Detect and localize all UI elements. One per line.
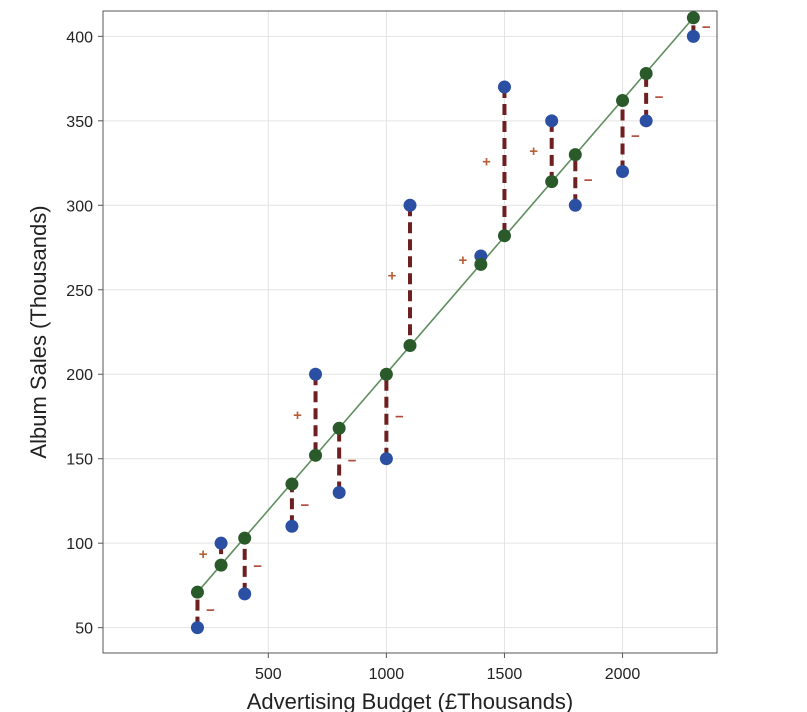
residual-sign-labels: − + − − + − − + + + + − − − − [199, 19, 711, 619]
observed-point [616, 165, 630, 178]
y-tick-label: 400 [66, 29, 93, 46]
y-tick-label: 350 [66, 114, 93, 131]
x-tick-label: 2000 [605, 666, 641, 683]
residual-sign: + [458, 252, 467, 269]
predicted-point [309, 448, 323, 462]
residual-sign: − [655, 89, 664, 106]
regression-line [196, 17, 694, 593]
residual-sign: − [253, 558, 262, 575]
predicted-point [379, 367, 393, 381]
predicted-point [686, 11, 700, 25]
observed-point [686, 29, 700, 43]
residual-sign: + [482, 153, 491, 170]
residual-sign: − [206, 602, 215, 619]
observed-point [238, 587, 252, 601]
residual-lines [195, 17, 696, 628]
predicted-point [190, 585, 204, 599]
y-tick-label: 200 [66, 367, 93, 384]
observed-point [332, 486, 346, 499]
observed-point [497, 80, 511, 94]
y-tick-label: 300 [66, 198, 93, 215]
x-tick-label: 1500 [487, 666, 523, 683]
x-tick-label: 500 [255, 666, 282, 683]
y-axis-label: Album Sales (Thousands) [26, 205, 51, 458]
observed-point [379, 452, 393, 466]
x-tick-label: 1000 [369, 666, 405, 683]
predicted-point [285, 477, 299, 491]
predicted-point [474, 257, 488, 271]
residual-sign: + [388, 267, 397, 284]
observed-point [309, 367, 323, 381]
y-axis: 50 100 150 200 250 300 350 400 [66, 29, 103, 638]
predicted-point [497, 229, 511, 243]
residual-sign: + [199, 546, 208, 563]
predicted-point [568, 148, 582, 162]
predicted-point [214, 558, 228, 572]
observed-point [403, 198, 417, 212]
predicted-points [190, 11, 700, 599]
residual-sign: + [529, 143, 538, 160]
predicted-point [332, 421, 346, 435]
observed-point [639, 114, 653, 128]
residual-sign: + [293, 407, 302, 424]
residual-sign: − [348, 452, 357, 469]
predicted-point [403, 339, 417, 353]
observed-point [190, 621, 204, 635]
y-tick-label: 250 [66, 283, 93, 300]
y-tick-label: 150 [66, 452, 93, 469]
observed-point [545, 114, 559, 128]
residual-sign: − [631, 128, 640, 145]
x-axis: 500 1000 1500 2000 [255, 653, 640, 683]
observed-point [285, 519, 299, 533]
predicted-point [639, 67, 653, 81]
residual-sign: − [395, 408, 404, 425]
observed-points [190, 29, 700, 635]
plot-frame [102, 10, 718, 654]
x-axis-label: Advertising Budget (£Thousands) [247, 689, 574, 712]
y-tick-label: 50 [75, 621, 93, 638]
observed-point [568, 198, 582, 212]
predicted-point [545, 175, 559, 189]
residual-sign: − [584, 172, 593, 189]
grid [103, 11, 717, 653]
residual-sign: − [702, 19, 711, 36]
y-tick-label: 100 [66, 536, 93, 553]
observed-point [214, 536, 228, 550]
predicted-point [616, 94, 630, 108]
residual-sign: − [301, 497, 310, 514]
predicted-point [238, 531, 252, 545]
